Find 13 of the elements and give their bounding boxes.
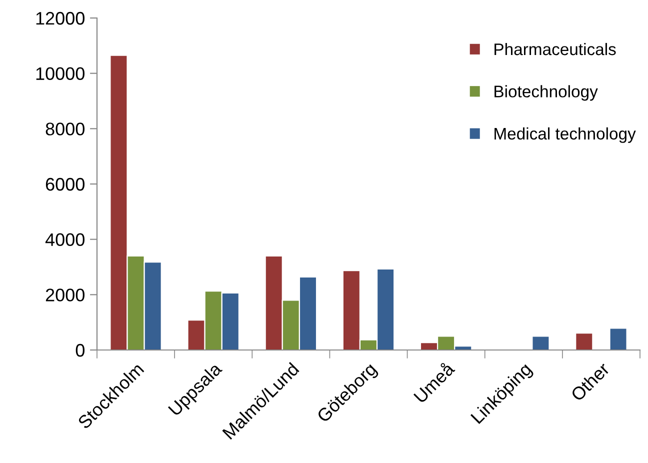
legend-label: Medical technology (494, 127, 636, 143)
y-tick-label: 2000 (46, 288, 84, 302)
bar (609, 328, 628, 350)
y-tick-label: 6000 (46, 178, 84, 191)
y-tick-label: 0 (76, 344, 84, 357)
y-tick-label: 12000 (36, 12, 84, 25)
y-tick-label: 10000 (36, 67, 84, 80)
bar (532, 336, 550, 350)
legend-label: Pharmaceuticals (494, 42, 616, 56)
bar (575, 332, 594, 350)
legend-label: Biotechnology (494, 85, 598, 101)
y-tick-label: 4000 (45, 233, 84, 246)
y-tick-label: 8000 (46, 122, 84, 136)
